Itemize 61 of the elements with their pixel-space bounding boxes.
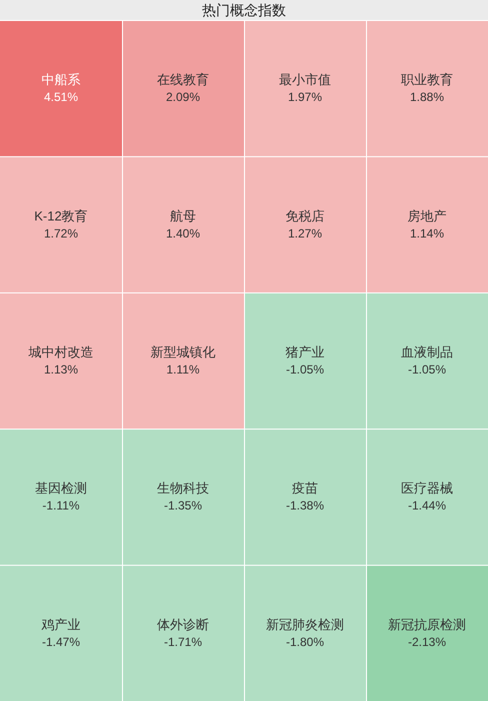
cell: 新冠肺炎检测 -1.80% (245, 566, 366, 701)
data-label: -1.47% (42, 634, 80, 649)
data-label: -1.38% (286, 498, 324, 513)
category-label: 中船系 (42, 72, 80, 88)
data-label: -1.71% (164, 634, 202, 649)
cell: 房地产 1.14% (367, 157, 488, 292)
data-label: -1.05% (286, 362, 324, 376)
cell: 体外诊断 -1.71% (123, 566, 244, 701)
data-label: -1.05% (408, 362, 446, 376)
data-label: 1.72% (44, 226, 78, 240)
cell: 医疗器械 -1.44% (367, 430, 488, 565)
category-label: 免税店 (286, 208, 324, 224)
category-label: 新冠抗原检测 (388, 616, 466, 632)
title: 热门概念指数 (0, 0, 488, 20)
cell: 血液制品 -1.05% (367, 293, 488, 429)
category-label: 基因检测 (35, 480, 87, 496)
cell: 职业教育 1.88% (367, 21, 488, 156)
category-label: 最小市值 (279, 72, 331, 88)
cell: 疫苗 -1.38% (245, 430, 366, 565)
data-label: 1.11% (166, 362, 200, 376)
cell: 城中村改造 1.13% (0, 293, 122, 429)
data-label: 1.40% (166, 226, 200, 240)
category-label: 生物科技 (157, 480, 209, 496)
cell: 新型城镇化 1.11% (123, 293, 244, 429)
category-label: 城中村改造 (28, 344, 94, 360)
category-label: 血液制品 (401, 344, 453, 360)
category-label: 医疗器械 (401, 480, 453, 496)
category-label: 航母 (170, 208, 196, 224)
data-label: 1.27% (288, 226, 322, 240)
data-label: -2.13% (408, 634, 446, 649)
cell: 鸡产业 -1.47% (0, 566, 122, 701)
category-label: 新型城镇化 (150, 344, 216, 360)
data-label: -1.44% (408, 498, 446, 513)
category-label: 在线教育 (157, 72, 209, 88)
category-label: 鸡产业 (40, 616, 80, 632)
data-label: -1.35% (164, 498, 202, 513)
category-label: 猪产业 (286, 344, 324, 360)
cell: 新冠抗原检测 -2.13% (367, 566, 488, 701)
cell: 中船系 4.51% (0, 21, 122, 156)
data-label: 1.97% (288, 90, 322, 104)
cell: K-12教育 1.72% (0, 157, 122, 292)
data-label: 1.88% (410, 90, 444, 104)
category-label: 房地产 (408, 208, 446, 224)
cell: 航母 1.40% (123, 157, 244, 292)
category-label: 体外诊断 (157, 616, 209, 632)
cell: 基因检测 -1.11% (0, 430, 122, 565)
cell: 免税店 1.27% (245, 157, 366, 292)
data-label: 1.13% (44, 362, 78, 376)
data-label: -1.80% (286, 634, 324, 649)
data-label: 4.51% (44, 90, 78, 104)
data-label: 2.09% (166, 90, 200, 104)
category-label: 新冠肺炎检测 (266, 616, 344, 632)
category-label: 职业教育 (401, 72, 453, 88)
category-label: 疫苗 (292, 480, 318, 496)
cell: 猪产业 -1.05% (245, 293, 366, 429)
cell: 在线教育 2.09% (123, 21, 244, 156)
cell: 生物科技 -1.35% (123, 430, 244, 565)
category-label: K-12教育 (34, 208, 88, 224)
data-label: -1.11% (42, 498, 80, 513)
data-label: 1.14% (410, 226, 444, 240)
cell: 最小市值 1.97% (245, 21, 366, 156)
